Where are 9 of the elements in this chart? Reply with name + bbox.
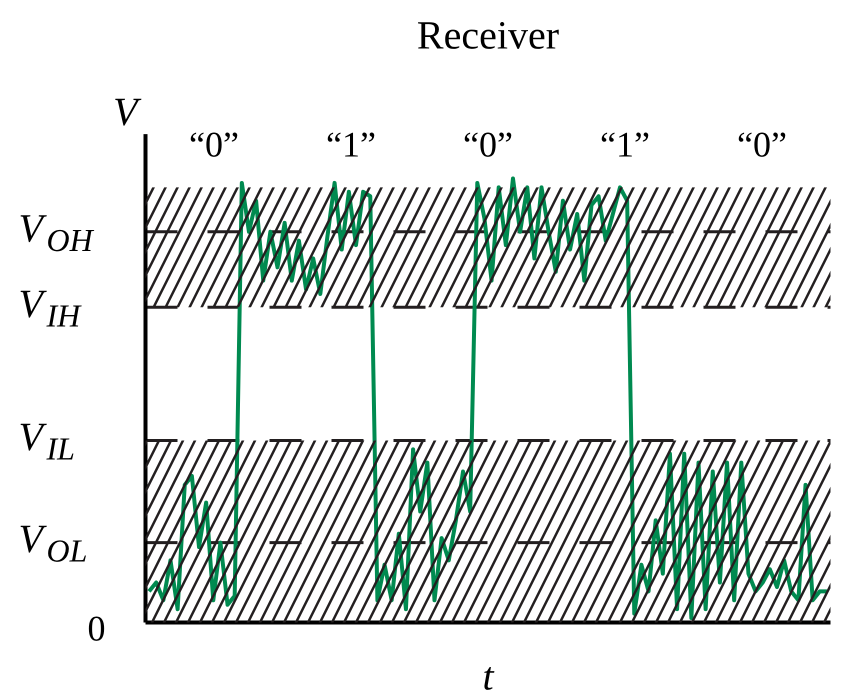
text: “1” <box>326 124 376 164</box>
x-axis-title: t <box>482 654 494 698</box>
text: “0” <box>737 124 787 164</box>
text: “1” <box>600 124 650 164</box>
text: “0” <box>189 124 239 164</box>
text: 0 <box>88 608 106 648</box>
y-axis-title: V <box>113 89 142 134</box>
text: “0” <box>463 124 513 164</box>
chart-title: Receiver <box>416 12 560 58</box>
